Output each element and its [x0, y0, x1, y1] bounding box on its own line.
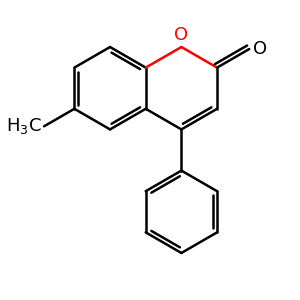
Text: $\mathregular{H_3C}$: $\mathregular{H_3C}$ [6, 116, 42, 136]
Text: O: O [253, 40, 267, 58]
Text: O: O [174, 26, 188, 44]
